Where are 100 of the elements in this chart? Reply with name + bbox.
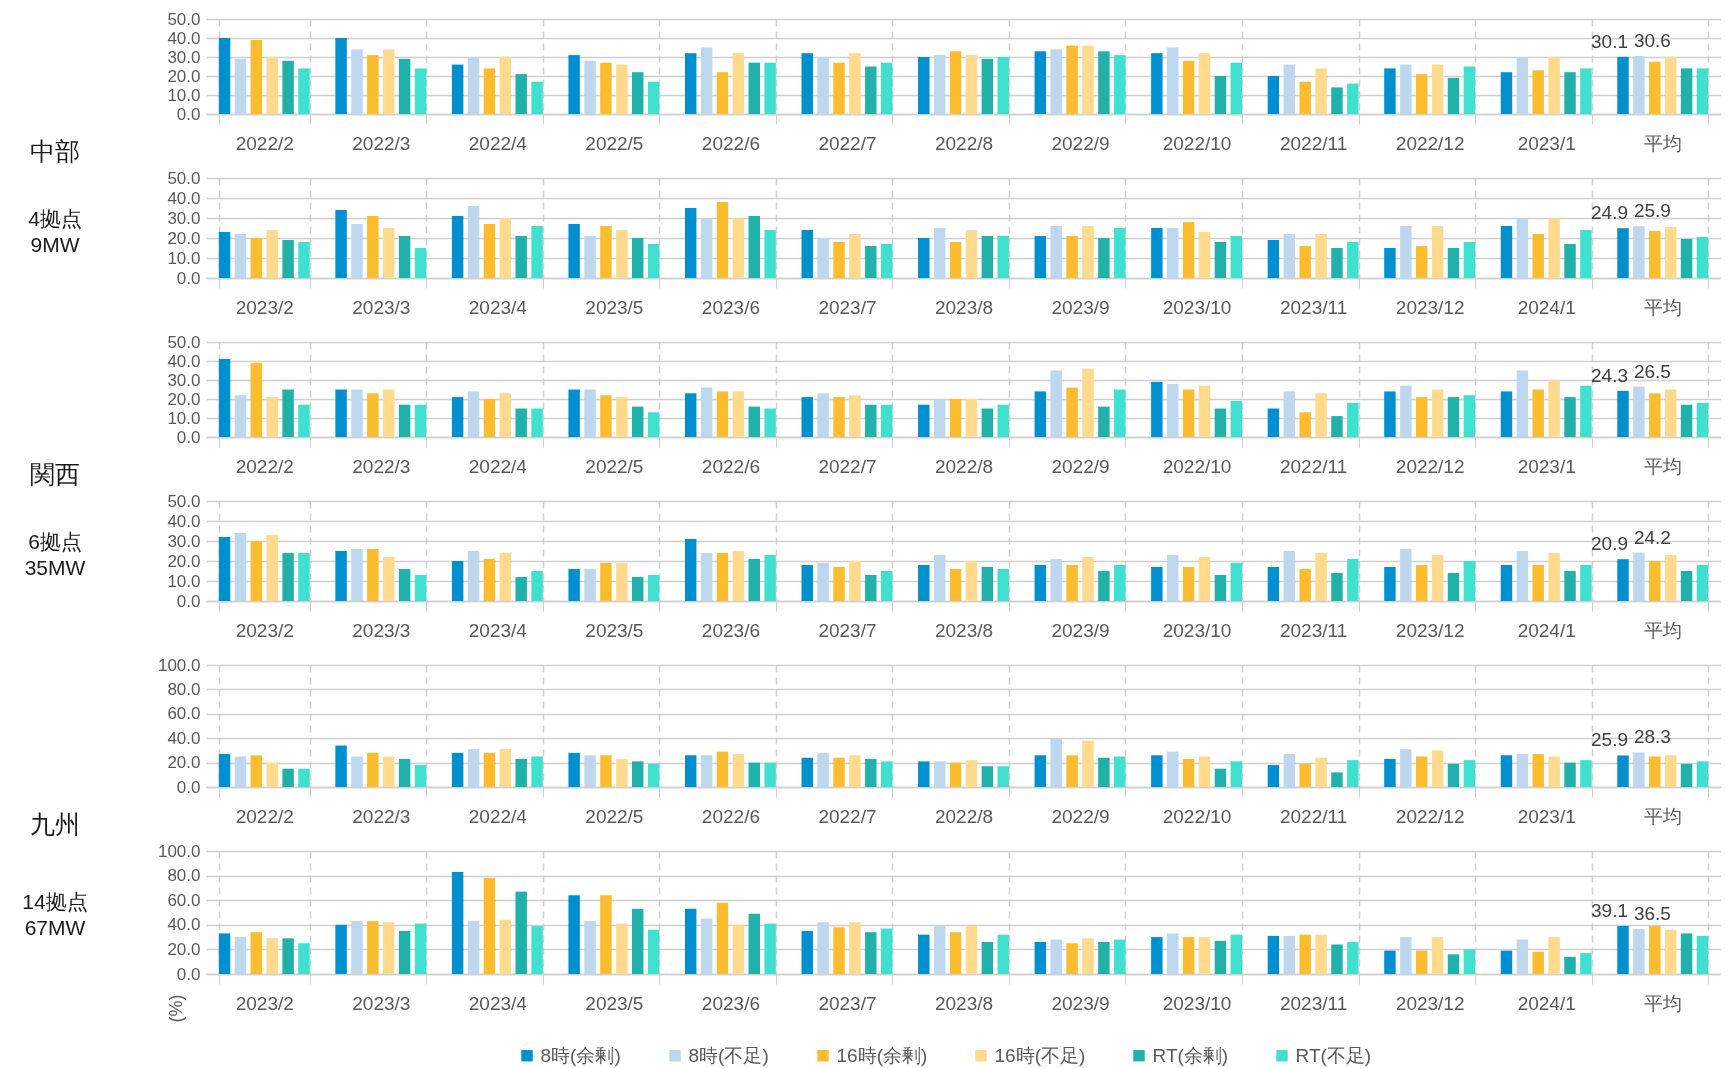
bar [298, 768, 310, 787]
bar [632, 577, 644, 601]
bar [616, 563, 628, 601]
bar [748, 62, 760, 114]
bar [335, 924, 347, 974]
bar [865, 66, 877, 114]
bar [1447, 77, 1460, 114]
bar [1230, 563, 1243, 601]
bar [918, 404, 930, 437]
bar [1347, 83, 1359, 114]
y-tick-label: 50.0 [167, 9, 201, 29]
bar [568, 224, 580, 278]
bar [1400, 64, 1412, 114]
bar [584, 921, 596, 974]
annotation: 30.6 [1633, 29, 1671, 51]
bar [584, 389, 596, 437]
legend-label: 16時(不足) [994, 1044, 1086, 1066]
text: 4拠点 9MW [28, 207, 82, 256]
bar [817, 393, 829, 437]
bar [1617, 56, 1629, 114]
bar [351, 756, 363, 787]
bar [764, 923, 776, 974]
bar [250, 238, 263, 278]
x-tick-label: 2022/2 [235, 455, 294, 477]
x-tick-label: 平均 [1644, 992, 1683, 1014]
x-tick-label: 2022/9 [1051, 805, 1110, 827]
bar [1532, 70, 1544, 114]
bar [398, 404, 411, 437]
bar [981, 942, 994, 974]
bar [351, 224, 363, 278]
bar [997, 236, 1009, 278]
x-tick-label: 2022/4 [468, 455, 528, 477]
bar [1214, 242, 1227, 278]
x-tick-label: 2023/5 [585, 296, 644, 318]
bar [282, 553, 294, 601]
bar [933, 555, 946, 601]
bar [1050, 49, 1062, 114]
bar [1696, 237, 1709, 278]
bar [1532, 565, 1544, 601]
bar [949, 569, 962, 601]
bar [1267, 76, 1280, 114]
bar [880, 928, 893, 974]
bar [1167, 228, 1179, 278]
bar [383, 557, 395, 601]
bar [1680, 763, 1693, 787]
bar [499, 218, 512, 278]
y-tick-label: 100.0 [157, 841, 201, 861]
x-tick-label: 2023/6 [701, 296, 760, 318]
bar [1214, 575, 1227, 601]
bar [1114, 939, 1126, 974]
bar [298, 553, 310, 601]
bar [1347, 760, 1359, 787]
bar [616, 64, 628, 114]
bar [1114, 228, 1126, 278]
bar [266, 397, 278, 437]
bar [1299, 81, 1311, 114]
bar [282, 240, 294, 278]
bar [647, 763, 660, 787]
x-tick-label: 2023/11 [1279, 296, 1348, 318]
bar [732, 391, 745, 437]
bar [801, 230, 813, 278]
x-tick-label: 2023/9 [1051, 619, 1110, 641]
bar [467, 57, 480, 114]
bar [467, 391, 480, 437]
bar [1580, 385, 1592, 437]
bar [1267, 408, 1280, 437]
legend-label: RT(不足) [1295, 1044, 1372, 1066]
bar [1463, 395, 1476, 437]
bar [1151, 567, 1163, 601]
bar [531, 408, 543, 437]
bar [483, 224, 496, 278]
bar [1415, 565, 1428, 601]
x-tick-label: 2023/1 [1517, 132, 1576, 154]
x-tick-label: 2022/8 [934, 805, 994, 827]
bar [1034, 391, 1047, 437]
bar [981, 567, 994, 601]
bar [732, 53, 745, 114]
bar [1151, 53, 1163, 114]
bar [335, 551, 347, 601]
bar [1182, 567, 1195, 601]
x-tick-label: 平均 [1644, 132, 1683, 154]
bar [716, 72, 729, 114]
bar [1283, 64, 1295, 114]
x-tick-label: 2022/2 [235, 132, 294, 154]
bar [880, 404, 893, 437]
y-tick-label: 80.0 [167, 866, 201, 886]
bar [918, 57, 930, 114]
bar [997, 934, 1009, 974]
y-tick-label: 0.0 [176, 268, 201, 288]
bar [1447, 763, 1460, 787]
bar [1431, 226, 1444, 278]
bar [1347, 242, 1359, 278]
bar [1050, 226, 1062, 278]
bar [1347, 559, 1359, 601]
bar [1347, 402, 1359, 437]
bar [1564, 397, 1576, 437]
bar [1680, 404, 1693, 437]
bar [1633, 386, 1645, 437]
bar [1167, 383, 1179, 437]
bar [1331, 772, 1343, 787]
